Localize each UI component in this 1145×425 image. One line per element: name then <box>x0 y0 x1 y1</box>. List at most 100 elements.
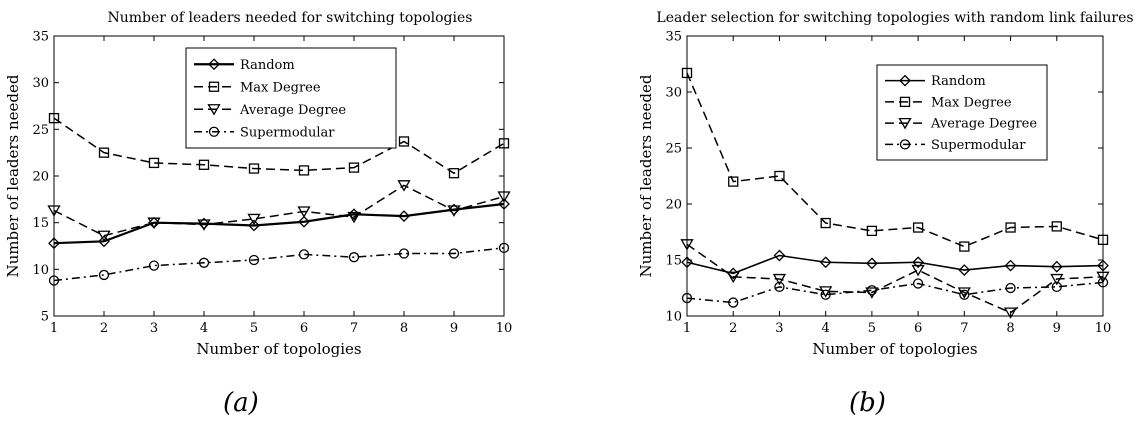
chart-b-series-average-degree-point <box>772 273 787 286</box>
chart-a-xtick-label: 2 <box>100 321 108 336</box>
chart-b-series-supermodular-point <box>1005 282 1016 294</box>
chart-b-series-max-degree-point <box>728 176 739 187</box>
chart-b-series-max-degree-point <box>1051 221 1062 232</box>
chart-a-series-max-degree-point <box>498 138 510 149</box>
chart-b-title: Leader selection for switching topologie… <box>656 10 1133 26</box>
chart-b-series-average-degree-point <box>865 287 879 299</box>
chart-a-xtick-label: 4 <box>200 321 208 336</box>
chart-a-legend-max-degree-marker <box>208 81 220 92</box>
chart-a-series-supermodular-point <box>148 260 160 271</box>
chart-b-ytick-label: 35 <box>665 30 682 45</box>
chart-b-ytick-label: 15 <box>665 254 682 269</box>
chart-a-series-random-point <box>98 235 110 248</box>
chart-a-series-max-degree-point <box>148 157 160 169</box>
chart-b-series-random-point <box>1004 259 1017 272</box>
chart-b-plot-area <box>686 35 1104 317</box>
chart-a-legend-supermodular-marker <box>208 126 220 137</box>
chart-a-series-average-degree-point <box>447 205 461 217</box>
chart-b-xlabel: Number of topologies <box>812 340 977 358</box>
chart-a-series-average-degree-point <box>147 217 161 229</box>
chart-b-series-average-degree-point <box>726 271 740 284</box>
chart-b-series-max-degree-line <box>686 72 1104 248</box>
chart-b-series-random-point <box>912 256 925 269</box>
chart-a-legend-supermodular-label: Supermodular <box>240 125 335 140</box>
chart-a-xtick-label: 1 <box>50 321 58 336</box>
chart-a-series-supermodular-point <box>398 248 410 259</box>
chart-a-legend-random-label: Random <box>240 58 295 73</box>
chart-a-series-average-degree-point <box>497 191 511 203</box>
chart-b-series-average-degree-point <box>1050 273 1064 286</box>
chart-a-series-supermodular-point <box>48 275 60 286</box>
chart-b-series-random-point <box>1097 259 1109 272</box>
chart-b-ylabel: Number of leaders needed <box>637 74 655 277</box>
chart-b-legend-random-label: Random <box>931 74 986 89</box>
chart-a-series-random-point <box>398 210 410 223</box>
chart-a-series-average-degree-point <box>97 230 111 243</box>
chart-b-xtick-label: 2 <box>729 321 737 336</box>
chart-b-series-supermodular-point <box>959 289 970 300</box>
chart-a-xtick-label: 10 <box>496 321 513 336</box>
chart-a-series-max-degree-point <box>298 165 310 176</box>
chart-a-series-max-degree-point <box>448 168 460 179</box>
chart-a-series-average-degree-point <box>47 205 61 217</box>
chart-b-series-supermodular-point <box>681 292 693 304</box>
caption-b: (b) <box>849 388 886 418</box>
chart-b-series-average-degree-point <box>1096 271 1110 284</box>
chart-b-series-average-degree-line <box>686 243 1104 314</box>
chart-a-xtick-label: 9 <box>450 321 458 336</box>
chart-a-series-average-degree-line <box>53 184 505 237</box>
chart-b-xtick-label: 7 <box>960 321 968 336</box>
chart-b-series-max-degree-point <box>774 170 785 182</box>
chart-a-ytick-label: 10 <box>32 263 49 278</box>
chart-b-series-random-point <box>1050 260 1063 273</box>
chart-a-group: Number of leaders needed for switching t… <box>4 10 512 358</box>
chart-a-legend-average-degree-label: Average Degree <box>239 103 346 118</box>
chart-b-ytick-label: 10 <box>665 310 682 325</box>
caption-a: (a) <box>223 388 259 418</box>
chart-b-legend-supermodular-label: Supermodular <box>931 138 1026 153</box>
chart-a-legend-random-marker <box>208 58 220 71</box>
chart-b-series-supermodular-point <box>866 285 878 296</box>
chart-a-title: Number of leaders needed for switching t… <box>108 10 473 26</box>
chart-b-series-random-point <box>819 256 832 269</box>
chart-a-xlabel: Number of topologies <box>196 340 361 358</box>
chart-a-ytick-label: 30 <box>32 76 49 91</box>
chart-a-legend-max-degree-label: Max Degree <box>240 80 321 95</box>
chart-b-xtick-label: 6 <box>914 321 922 336</box>
chart-a-series-supermodular-point <box>248 254 260 266</box>
chart-a-ylabel: Number of leaders needed <box>4 74 22 277</box>
chart-b-xtick-label: 5 <box>868 321 876 336</box>
chart-a-series-random-point <box>48 237 60 250</box>
chart-b-series-supermodular-point <box>820 289 831 300</box>
chart-a-series-average-degree-point <box>297 206 311 218</box>
chart-b-series-max-degree-point <box>681 67 693 79</box>
chart-a-ytick-label: 35 <box>32 30 49 45</box>
chart-a-series-supermodular-point <box>348 252 360 263</box>
chart-b-series-average-degree-point <box>1003 307 1018 319</box>
chart-a-series-supermodular-point <box>498 242 510 254</box>
chart-a-series-average-degree-point <box>247 213 261 226</box>
chart-a-series-supermodular-line <box>53 247 505 282</box>
chart-b-legend-random-marker <box>899 74 911 87</box>
chart-a-series-random-line <box>53 202 505 245</box>
chart-a-series-average-degree-point <box>197 219 211 231</box>
chart-a-ytick-label: 20 <box>32 170 49 185</box>
chart-b-series-max-degree-point <box>866 225 878 237</box>
chart-b-series-random-line <box>686 254 1104 275</box>
chart-a-legend <box>185 47 397 149</box>
chart-b-legend-average-degree-label: Average Degree <box>930 117 1037 132</box>
chart-b-xtick-label: 10 <box>1095 321 1112 336</box>
chart-b-series-random-point <box>773 249 786 262</box>
chart-b-xtick-label: 4 <box>822 321 830 336</box>
chart-b-series-supermodular-point <box>728 297 739 308</box>
chart-b-ytick-label: 20 <box>665 198 682 213</box>
chart-a-series-random-point <box>298 215 310 228</box>
chart-a-series-supermodular-point <box>298 249 310 260</box>
chart-a-series-max-degree-point <box>348 162 360 173</box>
chart-a-series-random-point <box>498 198 510 210</box>
chart-a-ytick-label: 15 <box>32 216 49 231</box>
chart-b-series-max-degree-point <box>1005 222 1016 233</box>
chart-b-legend-supermodular-marker <box>899 139 911 150</box>
